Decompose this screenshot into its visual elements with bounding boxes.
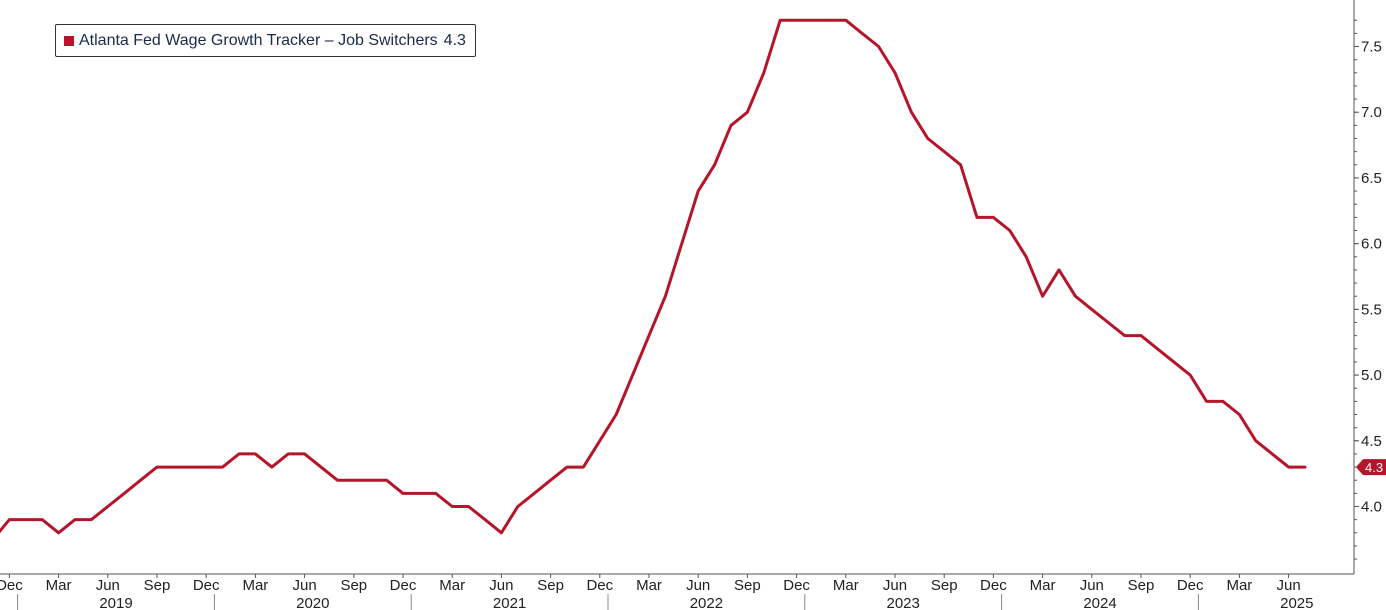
x-tick-label: Jun bbox=[1277, 577, 1301, 594]
y-tick-label: 6.0 bbox=[1361, 236, 1382, 253]
x-year-label: 2024 bbox=[1083, 595, 1116, 610]
legend-swatch bbox=[64, 35, 74, 46]
x-tick-label: Mar bbox=[242, 577, 268, 594]
y-tick-label: 4.0 bbox=[1361, 499, 1382, 516]
x-tick-label: Mar bbox=[1030, 577, 1056, 594]
x-year-label: 2020 bbox=[296, 595, 329, 610]
x-tick-label: Dec bbox=[783, 577, 810, 594]
x-tick-label: Sep bbox=[1128, 577, 1155, 594]
legend: Atlanta Fed Wage Growth Tracker – Job Sw… bbox=[55, 24, 476, 57]
x-tick-label: Sep bbox=[734, 577, 761, 594]
y-axis-labels: 4.0 4.5 5.0 5.5 6.0 6.5 7.0 7.5 bbox=[1361, 39, 1382, 516]
x-tick-label: Sep bbox=[537, 577, 564, 594]
x-tick-label: Mar bbox=[46, 577, 72, 594]
x-year-label: 2023 bbox=[887, 595, 920, 610]
y-tick-label: 4.5 bbox=[1361, 433, 1382, 450]
y-tick-label: 5.5 bbox=[1361, 301, 1382, 318]
x-tick-label: Mar bbox=[636, 577, 662, 594]
x-tick-label: Jun bbox=[686, 577, 710, 594]
x-tick-label: Dec bbox=[0, 577, 23, 594]
x-tick-label: Jun bbox=[293, 577, 317, 594]
x-tick-label: Jun bbox=[1080, 577, 1104, 594]
x-tick-label: Dec bbox=[193, 577, 220, 594]
y-tick-label: 7.0 bbox=[1361, 104, 1382, 121]
last-value-label: 4.3 bbox=[1365, 460, 1383, 475]
x-year-label: 2021 bbox=[493, 595, 526, 610]
x-tick-label: Jun bbox=[883, 577, 907, 594]
x-tick-label: Dec bbox=[1177, 577, 1204, 594]
legend-label: Atlanta Fed Wage Growth Tracker – Job Sw… bbox=[79, 31, 438, 49]
x-tick-label: Mar bbox=[439, 577, 465, 594]
x-tick-label: Sep bbox=[144, 577, 171, 594]
x-year-label: 2019 bbox=[99, 595, 132, 610]
last-value-tag bbox=[1356, 459, 1386, 476]
x-tick-label: Dec bbox=[980, 577, 1007, 594]
y-tick-label: 7.5 bbox=[1361, 39, 1382, 56]
last-value-marker: 4.3 bbox=[1356, 459, 1386, 475]
x-year-label: 2025 bbox=[1280, 595, 1313, 610]
x-tick-label: Dec bbox=[390, 577, 417, 594]
legend-last-value: 4.3 bbox=[443, 31, 466, 49]
x-tick-label: Dec bbox=[586, 577, 613, 594]
x-tick-label: Mar bbox=[833, 577, 859, 594]
y-tick-label: 5.0 bbox=[1361, 367, 1382, 384]
x-year-label: 2022 bbox=[690, 595, 723, 610]
x-tick-label: Sep bbox=[931, 577, 958, 594]
x-tick-label: Sep bbox=[340, 577, 367, 594]
x-tick-label: Jun bbox=[489, 577, 513, 594]
y-tick-label: 6.5 bbox=[1361, 170, 1382, 187]
x-tick-label: Mar bbox=[1226, 577, 1252, 594]
x-tick-label: Jun bbox=[96, 577, 120, 594]
x-axis-labels: Dec Mar Jun Sep Dec Mar Jun Sep Dec Mar Jun Sep Dec M… bbox=[0, 577, 1313, 610]
series-line-job-switchers bbox=[0, 18, 1307, 535]
